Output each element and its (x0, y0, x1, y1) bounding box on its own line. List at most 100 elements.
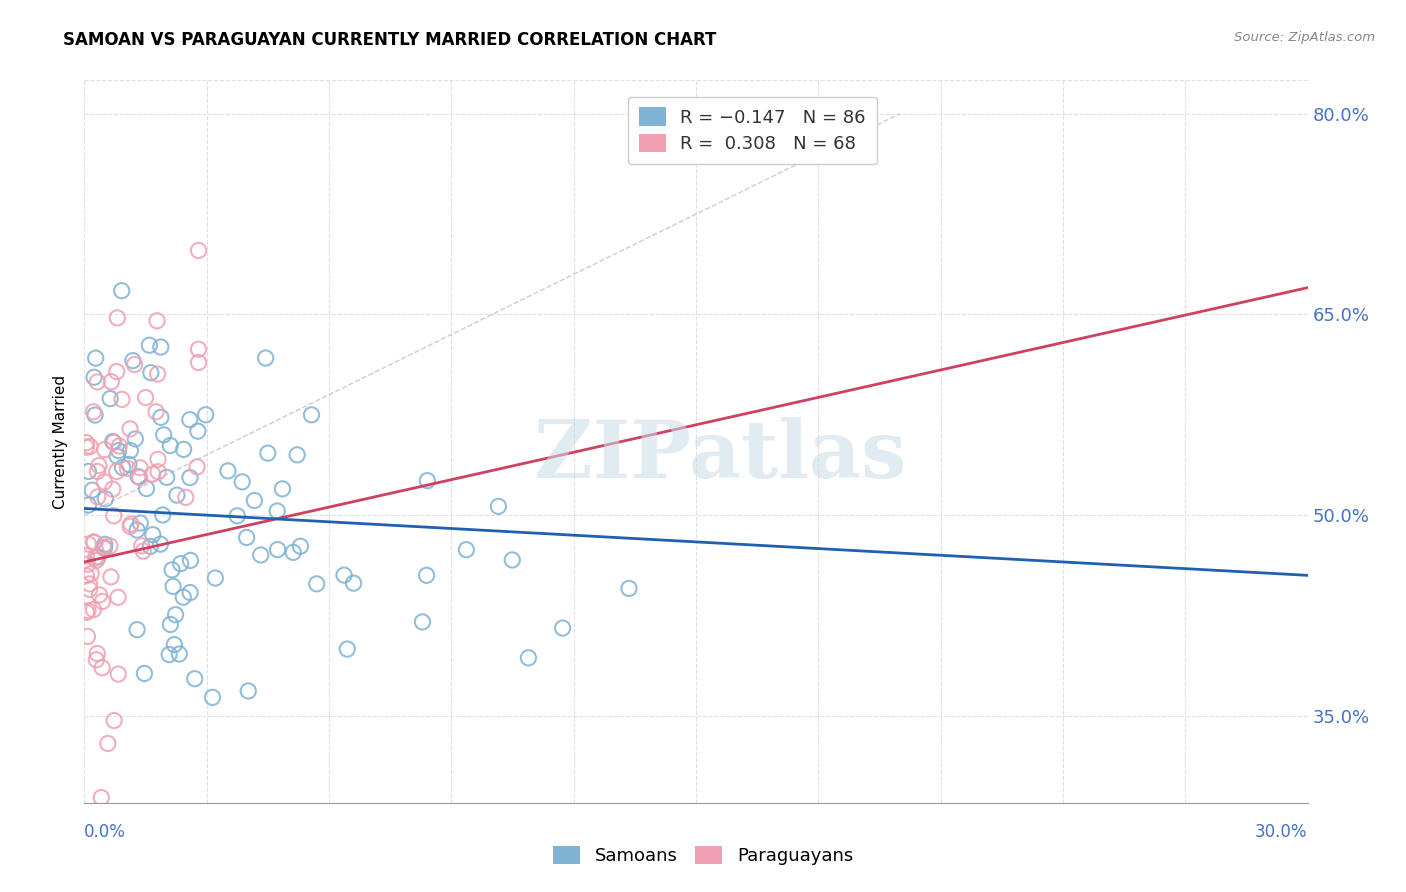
Legend: R = −0.147   N = 86, R =  0.308   N = 68: R = −0.147 N = 86, R = 0.308 N = 68 (628, 96, 876, 164)
Point (146, 465, 169, 479)
Point (186, 459, 208, 474)
Point (111, 392, 134, 407)
Point (91, 594, 114, 608)
Point (254, 351, 277, 365)
Point (124, 432, 146, 446)
Point (84, 550, 107, 565)
Point (94, 537, 117, 551)
Point (146, 452, 169, 467)
Y-axis label: Currently Married: Currently Married (53, 375, 69, 508)
Point (169, 557, 191, 571)
Point (77, 498, 100, 512)
Point (174, 491, 197, 505)
Point (285, 448, 308, 462)
Point (159, 617, 181, 632)
Point (93, 541, 115, 556)
Point (217, 464, 239, 478)
Point (149, 340, 172, 354)
Point (82, 483, 104, 498)
Point (120, 516, 142, 531)
Point (75, 435, 97, 450)
Point (139, 540, 162, 554)
Point (75, 569, 97, 583)
Point (183, 672, 205, 686)
Point (128, 470, 150, 484)
Point (86, 653, 108, 667)
Point (86, 465, 108, 479)
Point (77, 464, 100, 478)
Point (160, 563, 183, 577)
Point (93, 442, 115, 457)
Point (149, 537, 172, 551)
Point (201, 690, 224, 705)
Point (163, 638, 186, 652)
Point (172, 590, 194, 604)
Point (100, 570, 122, 584)
Point (87, 490, 110, 504)
Point (124, 358, 146, 372)
Text: ZIPatlas: ZIPatlas (534, 417, 907, 495)
Point (187, 343, 209, 357)
Point (131, 539, 153, 553)
Point (120, 443, 142, 458)
Point (121, 353, 143, 368)
Point (336, 642, 359, 657)
Point (271, 482, 294, 496)
Point (105, 449, 128, 463)
Point (107, 443, 129, 458)
Point (169, 647, 191, 661)
Point (142, 467, 165, 482)
Point (120, 519, 142, 533)
Point (249, 548, 271, 562)
Point (501, 553, 523, 567)
Point (152, 508, 174, 522)
Point (139, 366, 162, 380)
Point (76, 630, 98, 644)
Point (105, 310, 128, 325)
Point (75, 549, 97, 563)
Point (204, 571, 226, 585)
Point (243, 493, 266, 508)
Point (118, 422, 141, 436)
Point (226, 508, 249, 523)
Point (103, 508, 125, 523)
Point (125, 623, 148, 637)
Point (157, 648, 180, 662)
Point (80, 566, 103, 581)
Point (77, 537, 100, 551)
Legend: Samoans, Paraguayans: Samoans, Paraguayans (546, 838, 860, 872)
Point (517, 650, 540, 665)
Point (301, 408, 323, 422)
Point (117, 461, 139, 475)
Point (486, 500, 509, 514)
Point (89, 588, 111, 602)
Point (87, 549, 110, 564)
Point (83, 602, 105, 616)
Point (83, 535, 105, 549)
Point (156, 470, 179, 484)
Point (132, 544, 155, 558)
Text: SAMOAN VS PARAGUAYAN CURRENTLY MARRIED CORRELATION CHART: SAMOAN VS PARAGUAYAN CURRENTLY MARRIED C… (63, 31, 717, 49)
Point (162, 579, 184, 593)
Point (231, 475, 253, 489)
Point (75, 605, 97, 619)
Point (79, 577, 101, 591)
Point (146, 367, 169, 381)
Point (149, 410, 172, 425)
Point (159, 438, 181, 452)
Point (105, 365, 128, 379)
Point (129, 516, 152, 530)
Point (93, 475, 115, 489)
Point (76, 558, 98, 572)
Point (456, 542, 478, 557)
Point (179, 412, 201, 426)
Point (146, 314, 169, 328)
Point (166, 488, 188, 502)
Point (152, 427, 174, 442)
Point (107, 667, 129, 681)
Point (617, 582, 640, 596)
Point (179, 553, 201, 567)
Point (125, 523, 148, 537)
Point (551, 621, 574, 635)
Point (411, 615, 433, 629)
